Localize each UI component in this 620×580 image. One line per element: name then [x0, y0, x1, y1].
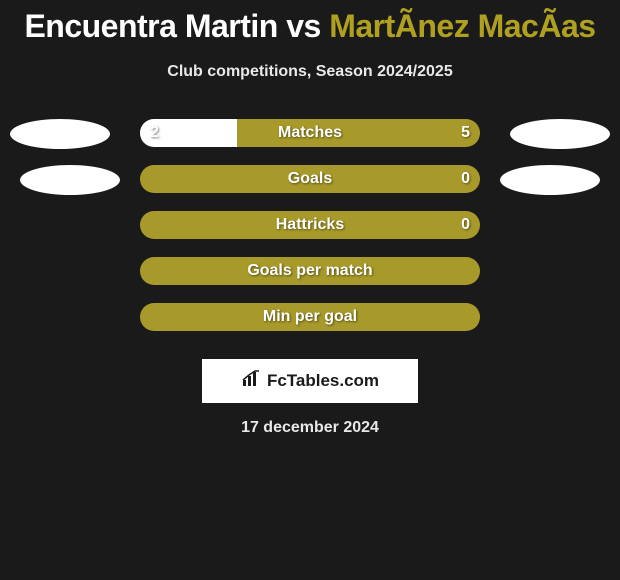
date: 17 december 2024 [0, 419, 620, 437]
page-title: Encuentra Martin vs MartÃ­nez MacÃ­as [0, 0, 620, 45]
stat-label: Goals [140, 165, 480, 193]
player1-name: Encuentra Martin [24, 8, 277, 44]
logo-text: FcTables.com [267, 371, 379, 391]
stat-row: Goals0 [0, 165, 620, 211]
player1-oval [10, 119, 110, 149]
stat-row: Matches2 5 [0, 119, 620, 165]
stat-bar: Hattricks [140, 211, 480, 239]
stats-rows: Matches25Goals0Hattricks0Goals per match… [0, 119, 620, 349]
logo-box: FcTables.com [202, 359, 418, 403]
vs-separator: vs [286, 8, 321, 44]
player2-oval [500, 165, 600, 195]
subtitle: Club competitions, Season 2024/2025 [0, 63, 620, 81]
stat-label: Hattricks [140, 211, 480, 239]
player1-oval [20, 165, 120, 195]
stat-row: Min per goal [0, 303, 620, 349]
logo: FcTables.com [241, 370, 379, 393]
player2-oval [510, 119, 610, 149]
stat-label: Goals per match [140, 257, 480, 285]
stat-value-left: 2 [150, 119, 159, 147]
stat-bar: Min per goal [140, 303, 480, 331]
stat-row: Hattricks0 [0, 211, 620, 257]
stat-bar: Goals [140, 165, 480, 193]
stat-label: Matches [140, 119, 480, 147]
stat-label: Min per goal [140, 303, 480, 331]
stat-bar: Matches [140, 119, 480, 147]
player2-name: MartÃ­nez MacÃ­as [329, 8, 595, 44]
bar-chart-icon [241, 370, 263, 393]
stat-value-right: 5 [461, 119, 470, 147]
stat-value-right: 0 [461, 165, 470, 193]
comparison-card: Encuentra Martin vs MartÃ­nez MacÃ­as Cl… [0, 0, 620, 580]
stat-value-right: 0 [461, 211, 470, 239]
stat-row: Goals per match [0, 257, 620, 303]
stat-bar: Goals per match [140, 257, 480, 285]
